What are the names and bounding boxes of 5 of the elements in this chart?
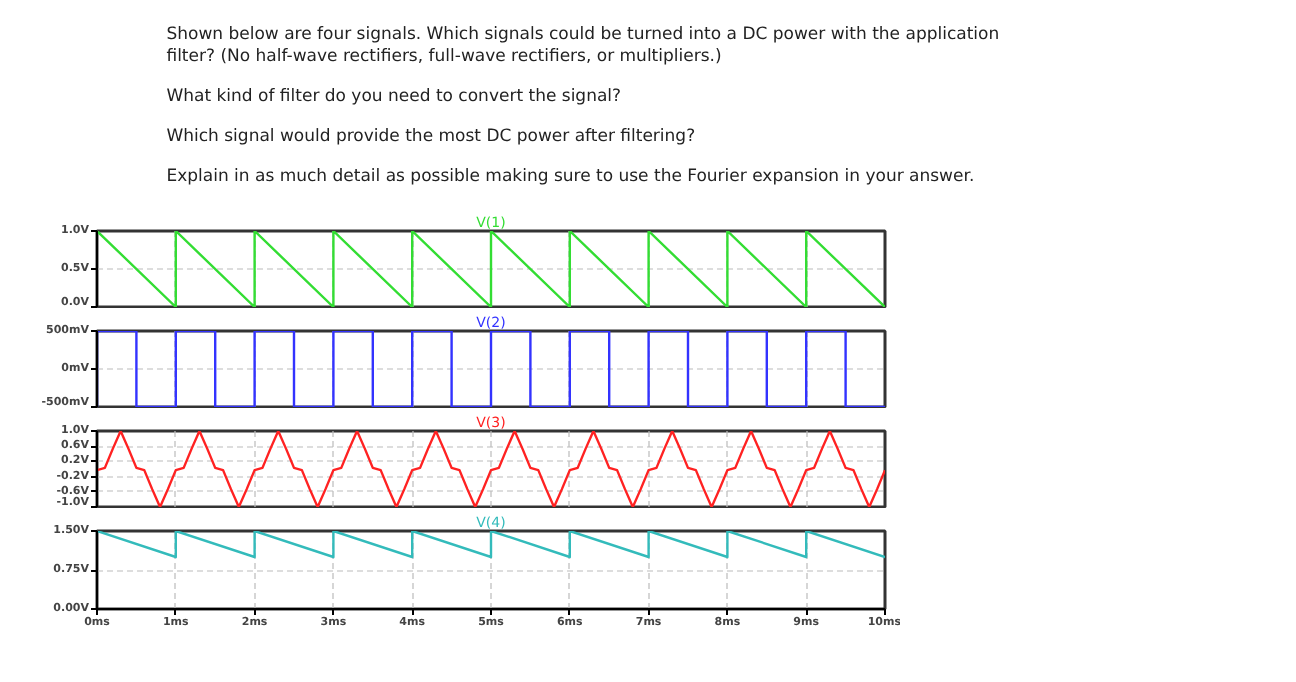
text: Shown below are four signals. Which signals could be turned into a DC power with the application filter? (No half-wave rectifiers, full-wave rectifiers, or multipliers.) (166, 25, 1000, 67)
line-series (97, 431, 885, 507)
text: Explain in as much detail as possible making sure to use the Fourier expansion in your answer. (166, 167, 975, 187)
text: Which signal would provide the most DC power after filtering? (166, 127, 696, 147)
text: What kind of filter do you need to convert the signal? (166, 87, 622, 107)
